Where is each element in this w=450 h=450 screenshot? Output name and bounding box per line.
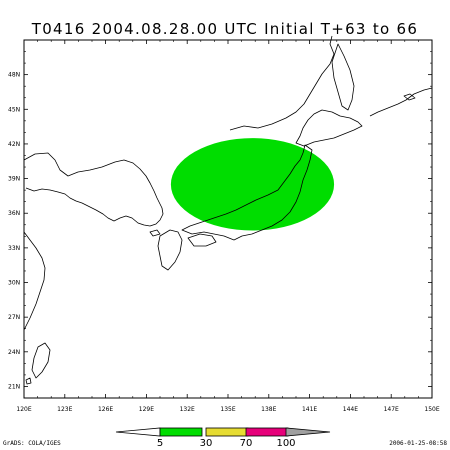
lat-label: 33N [8, 245, 20, 252]
colorbar-segment [205, 427, 249, 437]
coastline-islet [25, 377, 32, 385]
coastline-kuril-north [403, 93, 416, 101]
coastline-china-south [23, 231, 46, 331]
coastline-taiwan [31, 342, 51, 379]
footer-timestamp: 2006-01-25-08:58 [389, 440, 447, 447]
coastline-korea-china [23, 152, 164, 227]
colorbar-label: 100 [276, 438, 295, 449]
lat-label: 48N [8, 72, 20, 79]
colorbar-label: 5 [157, 438, 163, 449]
colorbar-left-arrow [115, 427, 161, 437]
coastline-hokkaido [295, 109, 363, 147]
lon-label: 126E [98, 406, 113, 413]
lon-label: 132E [180, 406, 195, 413]
colorbar-label: 30 [200, 438, 213, 449]
lon-label: 129E [139, 406, 154, 413]
lon-label: 150E [424, 406, 439, 413]
coastline-russia [229, 35, 335, 131]
probability-area-layer [170, 138, 335, 231]
coastlines [23, 35, 433, 385]
latitude-axis: 48N 45N 42N 39N 36N 33N 30N 27N 24N 21N [8, 51, 432, 390]
probability-area [170, 138, 335, 231]
colorbar-segment [245, 427, 289, 437]
coastline-kurils [369, 87, 433, 117]
colorbar-segment [159, 427, 203, 437]
lat-label: 39N [8, 176, 20, 183]
lat-label: 45N [8, 106, 20, 113]
lat-label: 30N [8, 280, 20, 287]
coastline-kyushu [157, 229, 183, 271]
lon-label: 138E [261, 406, 276, 413]
colorbar-right-arrow [285, 427, 331, 437]
lat-label: 24N [8, 349, 20, 356]
lat-label: 21N [8, 383, 20, 390]
coastline-honshu [181, 144, 313, 241]
map-title: T0416 2004.08.28.00 UTC Initial T+63 to … [31, 20, 419, 38]
lon-label: 135E [220, 406, 235, 413]
longitude-axis: 120E 123E 126E 129E 132E 135E 138E 141E 144E 147E… [16, 40, 440, 413]
lat-label: 27N [8, 314, 20, 321]
coastline-shikoku [187, 233, 217, 247]
coastline-jeju [149, 229, 161, 237]
coastline-sakhalin [331, 43, 355, 111]
lat-label: 36N [8, 210, 20, 217]
colorbar-label: 70 [240, 438, 253, 449]
lat-label: 42N [8, 141, 20, 148]
lon-label: 123E [57, 406, 72, 413]
colorbar: 5 30 70 100 [115, 427, 331, 449]
footer-credit: GrADS: COLA/IGES [3, 440, 61, 447]
lon-label: 144E [343, 406, 358, 413]
lon-label: 141E [302, 406, 317, 413]
lon-label: 147E [384, 406, 399, 413]
lon-label: 120E [16, 406, 31, 413]
